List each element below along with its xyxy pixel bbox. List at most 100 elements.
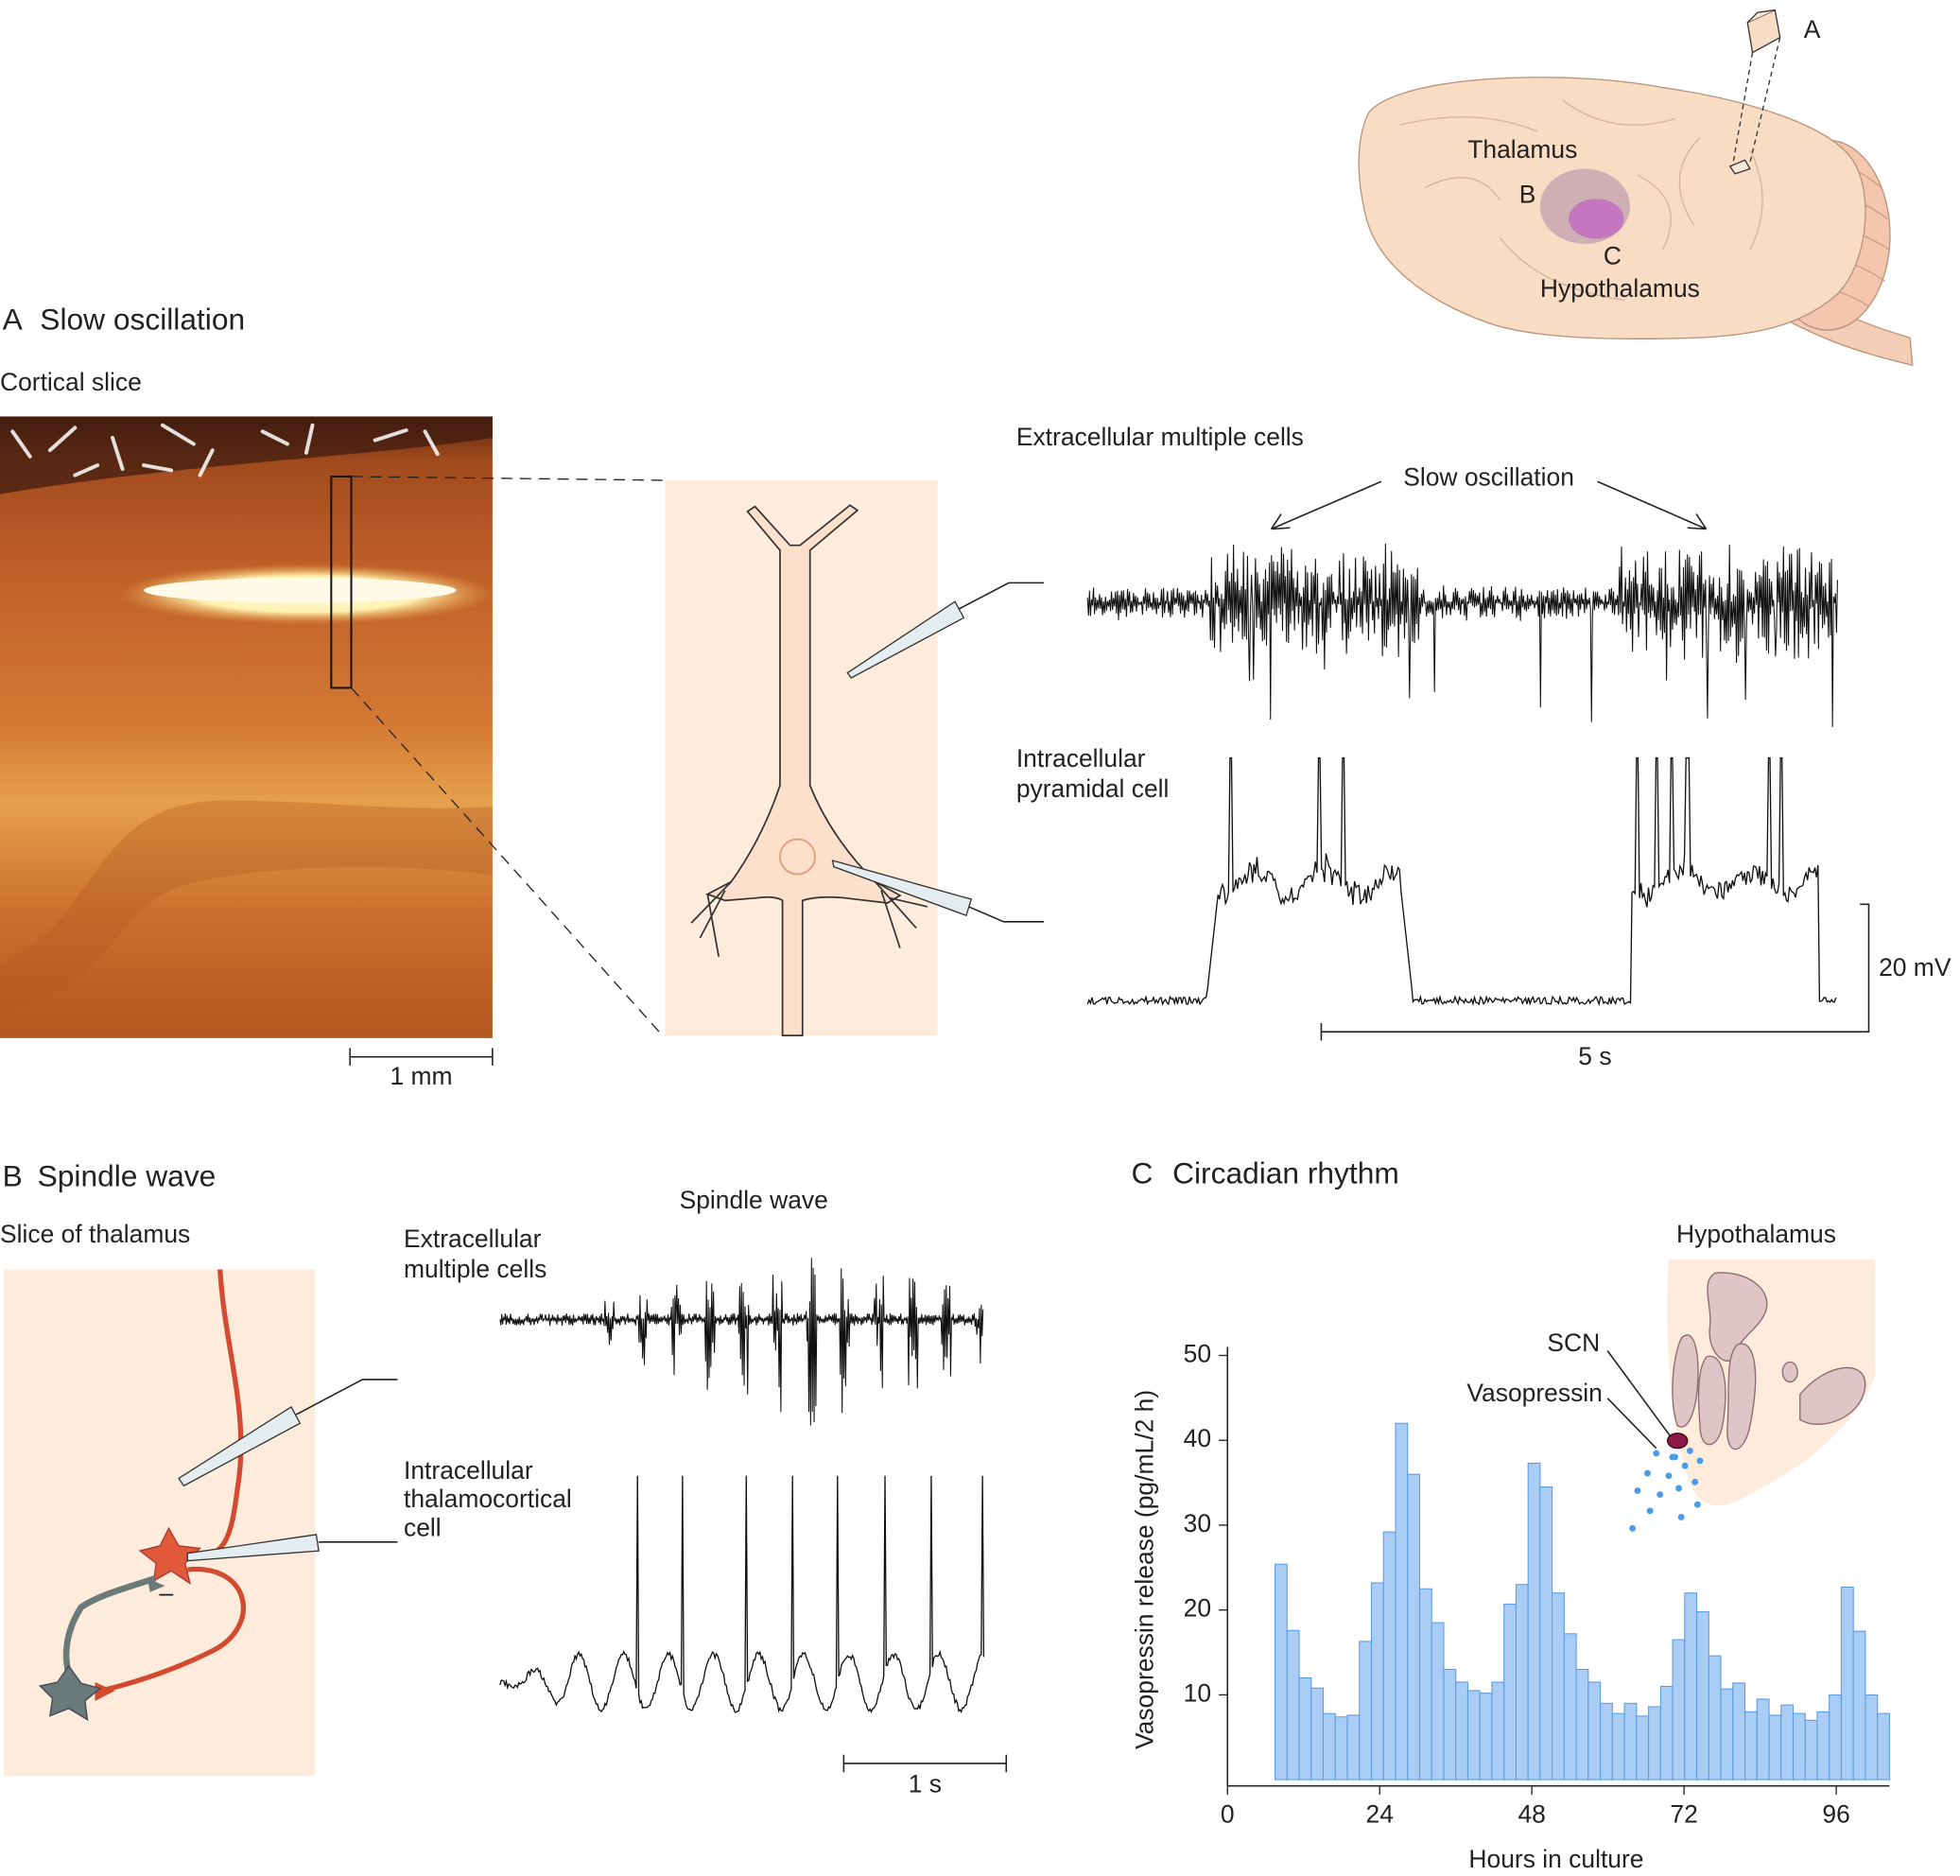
bar: [1611, 1712, 1625, 1780]
scale-label: 20 mV: [1879, 953, 1951, 981]
y-tick-label: 40: [1184, 1424, 1211, 1452]
y-tick-label: 30: [1184, 1509, 1211, 1537]
bar: [1696, 1610, 1709, 1780]
brain-label: B: [1519, 181, 1536, 209]
x-tick-label: 48: [1518, 1799, 1545, 1828]
bar: [1466, 1690, 1481, 1780]
bar: [1563, 1633, 1577, 1780]
scale-bars: [1320, 903, 1870, 1041]
bar: [1829, 1694, 1842, 1780]
panel-letter: C: [1131, 1156, 1153, 1190]
x-axis-label: Hours in culture: [1468, 1845, 1643, 1873]
bar: [1418, 1588, 1432, 1780]
bar: [1804, 1719, 1818, 1780]
x-tick-label: 0: [1221, 1799, 1235, 1828]
brain-label: C: [1604, 241, 1622, 269]
bar: [1865, 1694, 1879, 1780]
slice-label: Cortical slice: [0, 368, 142, 396]
panel-letter: B: [3, 1158, 23, 1192]
bar: [1877, 1712, 1890, 1780]
bar: [1623, 1702, 1638, 1780]
x-tick-label: 96: [1822, 1799, 1849, 1828]
intracellular-trace: [499, 1475, 985, 1713]
zoom-line: [351, 476, 664, 1036]
bar: [1659, 1685, 1674, 1780]
arrows: [1270, 480, 1708, 530]
thalamic-circuit: [3, 1269, 398, 1777]
bar: [1310, 1687, 1325, 1780]
trace-label: Extracellular multiple cells: [1016, 423, 1304, 451]
bar: [1286, 1629, 1300, 1780]
y-axis-label: Vasopressin release (pg/mL/2 h): [1130, 1390, 1158, 1749]
bar: [1479, 1693, 1493, 1780]
brain-label: A: [1804, 15, 1821, 43]
bar: [1708, 1655, 1722, 1780]
bar: [1382, 1531, 1396, 1780]
brain-illustration: [1358, 9, 1914, 367]
bar: [1756, 1698, 1770, 1780]
bar: [1648, 1706, 1661, 1780]
panel-title: Spindle wave: [38, 1158, 217, 1192]
panel-title: Circadian rhythm: [1172, 1156, 1399, 1190]
bar: [1491, 1681, 1505, 1780]
bar: [1443, 1668, 1457, 1780]
inset-label: SCN: [1547, 1329, 1600, 1357]
bar: [1780, 1704, 1795, 1780]
bar: [1816, 1711, 1830, 1780]
bar: [1323, 1712, 1336, 1780]
trace-title: Spindle wave: [680, 1186, 828, 1214]
trace-label: Extracellular: [404, 1225, 542, 1253]
scale-label: 5 s: [1578, 1042, 1611, 1070]
inhibition-sign: –: [159, 1578, 173, 1607]
bar: [1636, 1715, 1650, 1780]
slice-label: Slice of thalamus: [0, 1220, 190, 1248]
bar: [1552, 1592, 1565, 1780]
y-tick-label: 50: [1184, 1339, 1211, 1367]
extracellular-trace: [1086, 543, 1838, 727]
trace-label: cell: [404, 1514, 442, 1542]
trace-label: thalamocortical: [404, 1485, 572, 1513]
bar: [1732, 1682, 1746, 1780]
bar: [1334, 1716, 1348, 1780]
bar: [1743, 1711, 1758, 1780]
bar: [1515, 1584, 1529, 1780]
x-tick-label: 24: [1366, 1799, 1394, 1828]
bar: [1275, 1563, 1288, 1780]
bar: [1431, 1622, 1445, 1780]
panel-title: Slow oscillation: [40, 302, 245, 336]
bar: [1684, 1592, 1698, 1780]
bar: [1298, 1676, 1312, 1780]
trace-label: pyramidal cell: [1016, 774, 1170, 803]
inset-title: Hypothalamus: [1676, 1220, 1836, 1248]
bar: [1792, 1712, 1806, 1780]
bar: [1720, 1688, 1734, 1780]
panel-letter: A: [3, 302, 24, 336]
bar: [1600, 1702, 1613, 1780]
pyramidal-neuron: [665, 479, 1044, 1037]
trace-label: Intracellular: [1016, 744, 1146, 773]
traces: [499, 543, 1838, 1713]
x-tick-label: 72: [1670, 1799, 1697, 1828]
scale-label: 1 s: [909, 1770, 942, 1798]
bar: [1840, 1586, 1854, 1780]
trace-label: multiple cells: [404, 1255, 546, 1283]
bar: [1672, 1639, 1686, 1780]
root: A Thalamus B C Hypothalamus A Slow oscil…: [0, 9, 1951, 1873]
inset-label: Vasopressin: [1466, 1379, 1602, 1407]
bar: [1503, 1603, 1517, 1780]
bar: [1527, 1462, 1541, 1780]
bar: [1852, 1630, 1866, 1780]
histogram: 10 20 30 40 50 0 24 48 72 96: [1184, 1339, 1890, 1828]
cortical-slice-photo: [0, 416, 494, 1038]
bar: [1370, 1582, 1384, 1780]
bar: [1539, 1486, 1553, 1780]
brain-label: Thalamus: [1467, 135, 1577, 164]
y-tick-label: 10: [1184, 1678, 1211, 1707]
scale-bar: [349, 1048, 494, 1066]
bar: [1587, 1681, 1602, 1780]
hypothalamus-inset: [1606, 1259, 1876, 1532]
bar: [1768, 1714, 1782, 1780]
bar: [1346, 1714, 1361, 1780]
